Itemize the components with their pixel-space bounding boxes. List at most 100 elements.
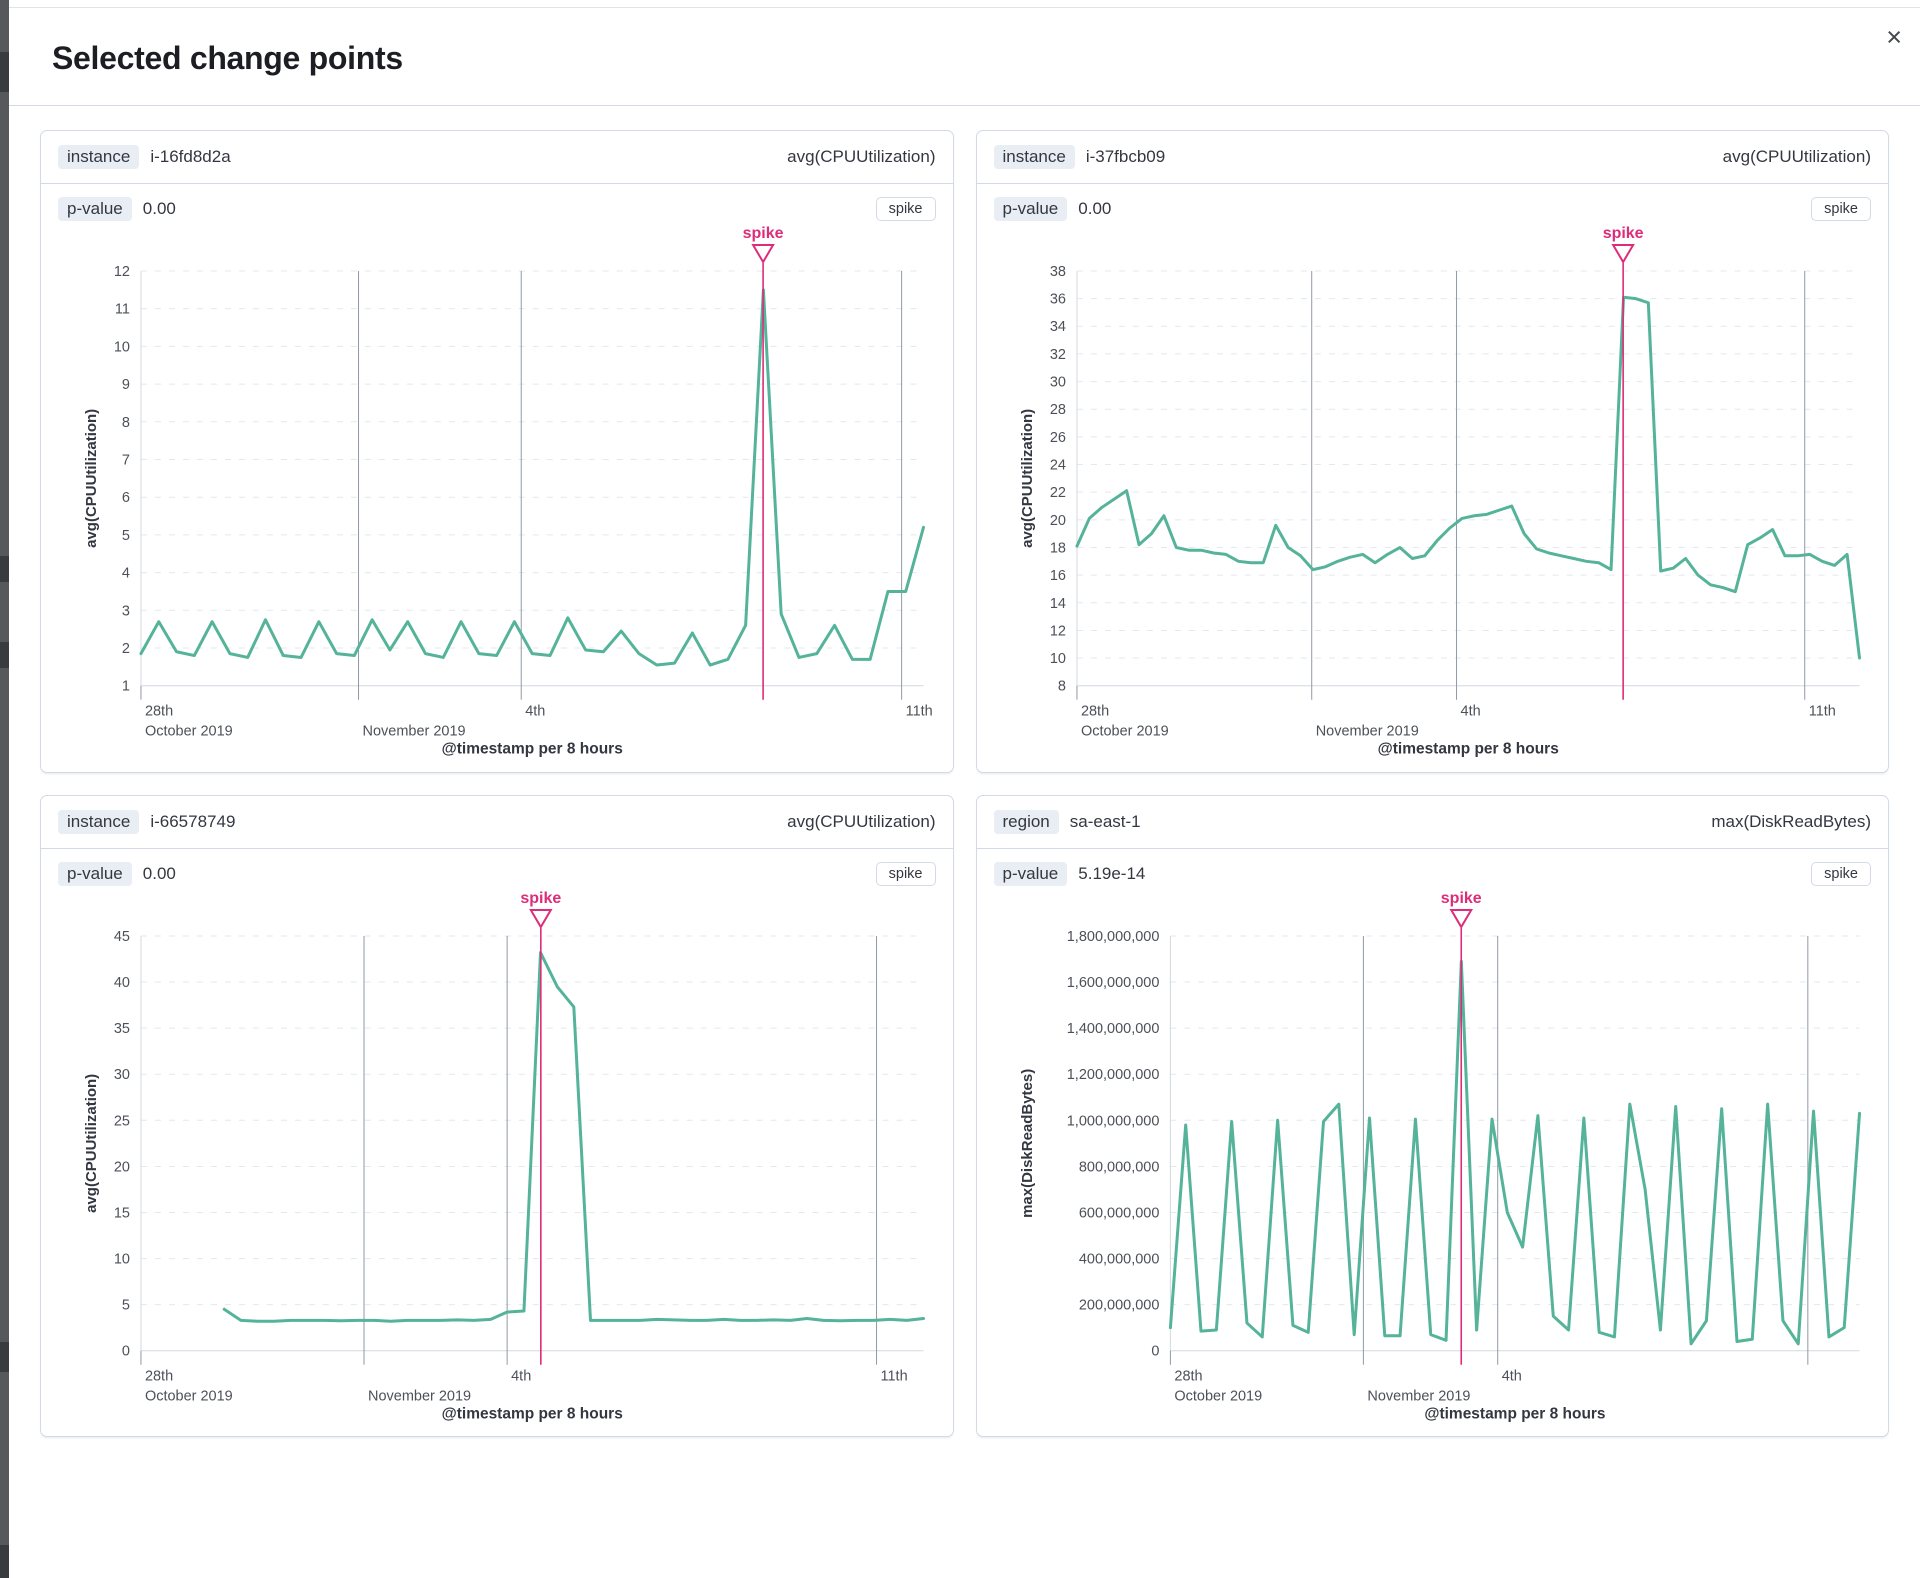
svg-text:spike: spike <box>520 890 561 907</box>
svg-text:45: 45 <box>114 929 130 945</box>
svg-text:16: 16 <box>1049 568 1065 584</box>
svg-text:600,000,000: 600,000,000 <box>1078 1205 1159 1221</box>
panel-subheader: p-value 0.00 spike <box>41 849 953 886</box>
svg-text:22: 22 <box>1049 485 1065 501</box>
change-type-button[interactable]: spike <box>1811 197 1871 221</box>
svg-text:3: 3 <box>122 603 130 619</box>
svg-text:@timestamp per 8 hours: @timestamp per 8 hours <box>1424 1405 1605 1422</box>
svg-text:spike: spike <box>743 225 784 242</box>
metric-label: max(DiskReadBytes) <box>1711 811 1871 831</box>
svg-text:400,000,000: 400,000,000 <box>1078 1251 1159 1267</box>
change-type-button[interactable]: spike <box>875 197 936 221</box>
svg-text:8: 8 <box>1057 679 1065 695</box>
panels-grid: instance i-16fd8d2a avg(CPUUtilization) … <box>9 106 1920 1438</box>
svg-text:10: 10 <box>114 1251 130 1267</box>
svg-text:36: 36 <box>1049 292 1065 308</box>
change-type-button[interactable]: spike <box>875 861 936 886</box>
svg-text:avg(CPUUtilization): avg(CPUUtilization) <box>83 1074 100 1213</box>
svg-text:28th: 28th <box>1080 704 1108 720</box>
svg-text:November 2019: November 2019 <box>363 724 466 740</box>
svg-text:30: 30 <box>114 1067 130 1083</box>
p-value: 0.00 <box>1078 199 1112 218</box>
svg-text:1,400,000,000: 1,400,000,000 <box>1066 1021 1159 1037</box>
svg-text:20: 20 <box>1049 513 1065 529</box>
changepoint-panel: instance i-16fd8d2a avg(CPUUtilization) … <box>40 130 954 773</box>
svg-text:20: 20 <box>114 1159 130 1175</box>
svg-text:32: 32 <box>1049 347 1065 363</box>
changepoint-chart[interactable]: 1 2 3 4 5 6 7 8 9 10 11 12 28th October 2019 November … <box>41 221 953 772</box>
changepoint-panel: instance i-66578749 avg(CPUUtilization) … <box>40 794 954 1438</box>
changepoint-panel: instance i-37fbcb09 avg(CPUUtilization) … <box>975 130 1889 773</box>
close-icon[interactable]: × <box>1882 20 1906 55</box>
changepoint-chart[interactable]: 8 10 12 14 16 18 20 22 24 26 28 30 32 34 36 38 28th Octob… <box>977 221 1889 772</box>
svg-text:4: 4 <box>122 566 130 582</box>
split-field-value: i-16fd8d2a <box>150 147 231 166</box>
svg-text:spike: spike <box>1440 890 1481 907</box>
svg-text:max(DiskReadBytes): max(DiskReadBytes) <box>1018 1068 1035 1217</box>
svg-text:10: 10 <box>114 339 130 355</box>
svg-text:28th: 28th <box>145 704 173 720</box>
svg-text:avg(CPUUtilization): avg(CPUUtilization) <box>1018 409 1035 548</box>
svg-text:28: 28 <box>1049 402 1065 418</box>
svg-text:1,000,000,000: 1,000,000,000 <box>1066 1113 1159 1129</box>
changepoint-chart[interactable]: 0 5 10 15 20 25 30 35 40 45 28th October 2019 Novemb… <box>41 886 953 1437</box>
svg-text:28th: 28th <box>145 1368 173 1384</box>
modal-header: Selected change points × <box>9 8 1920 106</box>
p-value-badge: p-value <box>993 197 1068 221</box>
svg-text:6: 6 <box>122 490 130 506</box>
svg-text:1,800,000,000: 1,800,000,000 <box>1066 929 1159 945</box>
svg-text:1,600,000,000: 1,600,000,000 <box>1066 975 1159 991</box>
svg-text:0: 0 <box>1151 1343 1159 1359</box>
svg-text:25: 25 <box>114 1113 130 1129</box>
svg-text:11th: 11th <box>1808 704 1835 720</box>
panel-header: instance i-37fbcb09 avg(CPUUtilization) <box>976 131 1888 184</box>
svg-text:15: 15 <box>114 1205 130 1221</box>
panel-subheader: p-value 0.00 spike <box>977 184 1889 221</box>
split-field-badge: region <box>993 809 1059 834</box>
split-field-value: i-37fbcb09 <box>1085 147 1166 166</box>
svg-text:October 2019: October 2019 <box>145 1388 233 1404</box>
svg-text:2: 2 <box>122 641 130 657</box>
svg-text:26: 26 <box>1049 430 1065 446</box>
changepoint-panel: region sa-east-1 max(DiskReadBytes) p-va… <box>975 794 1889 1438</box>
svg-text:24: 24 <box>1049 458 1065 474</box>
svg-text:10: 10 <box>1049 651 1065 667</box>
metric-label: avg(CPUUtilization) <box>1722 147 1871 166</box>
svg-text:40: 40 <box>114 975 130 991</box>
svg-text:30: 30 <box>1049 375 1065 391</box>
svg-text:@timestamp per 8 hours: @timestamp per 8 hours <box>1377 741 1558 758</box>
changepoint-chart[interactable]: 0 200,000,000 400,000,000 600,000,000 800,00… <box>977 886 1889 1437</box>
metric-label: avg(CPUUtilization) <box>787 147 936 166</box>
svg-text:@timestamp per 8 hours: @timestamp per 8 hours <box>442 741 623 758</box>
panel-header: instance i-16fd8d2a avg(CPUUtilization) <box>41 131 953 184</box>
svg-text:5: 5 <box>122 528 130 544</box>
svg-text:200,000,000: 200,000,000 <box>1078 1297 1159 1313</box>
svg-text:38: 38 <box>1049 264 1065 280</box>
svg-text:800,000,000: 800,000,000 <box>1078 1159 1159 1175</box>
svg-text:11th: 11th <box>881 1368 908 1384</box>
split-field-value: sa-east-1 <box>1069 811 1141 831</box>
svg-text:November 2019: November 2019 <box>1315 724 1418 740</box>
change-type-button[interactable]: spike <box>1811 861 1871 886</box>
p-value-badge: p-value <box>58 861 132 886</box>
p-value: 0.00 <box>142 199 176 218</box>
metric-label: avg(CPUUtilization) <box>787 811 936 831</box>
split-field-badge: instance <box>58 809 140 834</box>
svg-text:9: 9 <box>122 377 130 393</box>
panel-header: instance i-66578749 avg(CPUUtilization) <box>41 796 953 849</box>
svg-text:11: 11 <box>115 302 130 318</box>
svg-text:34: 34 <box>1049 319 1065 335</box>
svg-text:spike: spike <box>1602 225 1643 242</box>
svg-text:8: 8 <box>122 415 130 431</box>
panel-header: region sa-east-1 max(DiskReadBytes) <box>976 796 1888 849</box>
svg-text:November 2019: November 2019 <box>1367 1388 1470 1404</box>
svg-text:4th: 4th <box>1460 704 1480 720</box>
panel-subheader: p-value 0.00 spike <box>41 184 953 221</box>
background-app-edge <box>0 0 9 1578</box>
svg-text:11th: 11th <box>906 704 933 720</box>
svg-text:avg(CPUUtilization): avg(CPUUtilization) <box>83 409 100 548</box>
svg-text:October 2019: October 2019 <box>1174 1388 1262 1404</box>
svg-text:0: 0 <box>122 1343 130 1359</box>
svg-text:@timestamp per 8 hours: @timestamp per 8 hours <box>442 1405 623 1422</box>
svg-text:18: 18 <box>1049 541 1065 557</box>
